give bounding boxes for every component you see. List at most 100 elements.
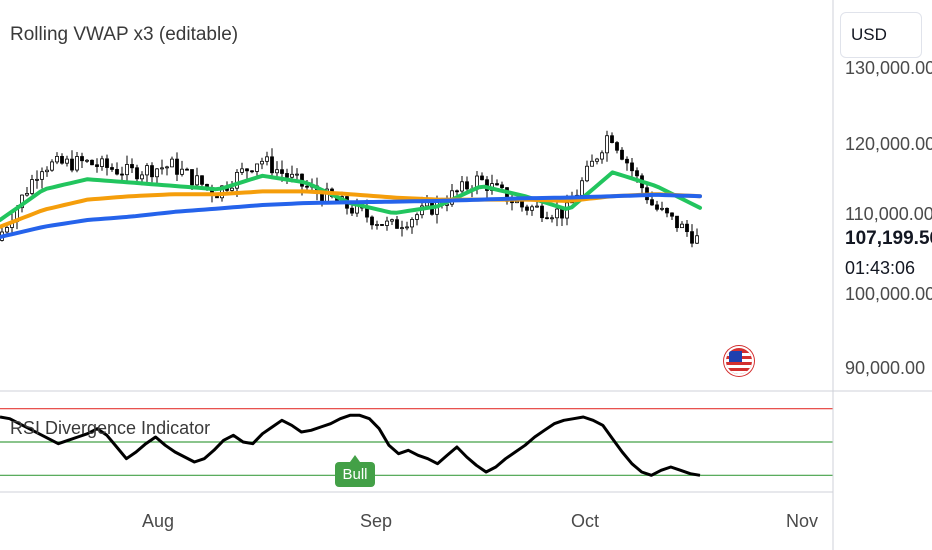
candle-body [625, 158, 629, 164]
candle-body [670, 212, 674, 217]
time-tick-label: Oct [571, 511, 600, 531]
candle-body [220, 185, 224, 199]
candle-body [650, 199, 654, 206]
candle-body [285, 173, 289, 178]
candle-body [585, 165, 589, 182]
candle-body [690, 231, 694, 244]
last-price-label: 107,199.56 [845, 228, 932, 249]
rsi-line[interactable] [0, 413, 701, 477]
candle-body [610, 135, 614, 143]
candle-body [30, 179, 34, 194]
candle-body [120, 173, 124, 176]
candle-body [135, 167, 139, 180]
candle-body [250, 170, 254, 173]
candle-body [200, 175, 204, 185]
candle-body [95, 164, 99, 167]
candle-body [555, 208, 559, 219]
bar-countdown-label: 01:43:06 [845, 258, 916, 278]
candle-body [600, 152, 604, 160]
candle-body [405, 226, 409, 229]
candle-body [500, 184, 504, 189]
time-tick-label: Aug [142, 511, 175, 531]
candle-body [655, 204, 659, 210]
candle-body [595, 158, 599, 162]
bull-pointer-icon [350, 455, 360, 462]
candle-body [50, 161, 54, 171]
candle-body [615, 142, 619, 151]
price-tick-label: 120,000.00 [845, 134, 932, 154]
bull-signal-badge: Bull [335, 462, 375, 487]
candle-body [385, 220, 389, 226]
candle-body [165, 166, 169, 169]
candle-body [530, 206, 534, 211]
candle-body [70, 158, 74, 171]
candle-body [235, 171, 239, 189]
candle-body [115, 169, 119, 175]
candle-body [425, 202, 429, 207]
candle-body [260, 160, 264, 165]
candle-body [685, 223, 689, 233]
candle-body [155, 168, 159, 178]
currency-button[interactable]: USD [840, 12, 922, 58]
candle-body [550, 217, 554, 220]
indicator-title[interactable]: Rolling VWAP x3 (editable) [10, 24, 239, 45]
candle-body [240, 168, 244, 173]
price-tick-label: 90,000.00 [845, 358, 926, 378]
candle-body [290, 173, 294, 178]
candle-body [495, 183, 499, 186]
time-tick-label: Sep [360, 511, 393, 531]
candle-body [680, 223, 684, 229]
candle-body [180, 168, 184, 175]
candle-body [245, 168, 249, 172]
candle-body [620, 149, 624, 160]
candle-body [195, 175, 199, 186]
candle-body [110, 167, 114, 170]
price-tick-label: 130,000.00 [845, 58, 932, 78]
candle-body [90, 159, 94, 166]
price-pane[interactable] [0, 130, 702, 248]
candle-body [60, 156, 64, 164]
candle-body [175, 158, 179, 175]
candle-body [455, 190, 459, 193]
vwap-mid-line[interactable] [0, 189, 702, 229]
rsi-indicator-title[interactable]: RSI Divergence Indicator [10, 418, 211, 438]
candle-body [295, 173, 299, 176]
candle-body [100, 158, 104, 167]
candle-body [465, 181, 469, 190]
candle-body [380, 224, 384, 226]
candle-body [375, 224, 379, 226]
us-flag-icon[interactable] [724, 346, 754, 376]
candle-body [365, 207, 369, 218]
candle-body [145, 165, 149, 176]
candle-body [545, 217, 549, 220]
candle-body [480, 175, 484, 181]
candle-body [280, 169, 284, 174]
candle-body [190, 169, 194, 186]
candle-body [140, 174, 144, 180]
candle-body [275, 169, 279, 174]
candle-body [25, 193, 29, 196]
rsi-pane[interactable] [0, 408, 833, 477]
candle-body [395, 219, 399, 229]
candle-body [460, 181, 464, 192]
candle-body [150, 165, 154, 178]
candle-body [40, 171, 44, 180]
candle-body [105, 158, 109, 168]
candle-body [630, 162, 634, 172]
candle-body [125, 164, 129, 176]
candle-body [390, 219, 394, 222]
vwap-slow-line[interactable] [0, 192, 702, 239]
candle-body [255, 163, 259, 172]
candle-body [45, 169, 49, 173]
candle-body [350, 207, 354, 214]
candle-body [75, 156, 79, 171]
candle-body [520, 201, 524, 208]
candle-body [320, 192, 324, 203]
candle-body [305, 185, 309, 188]
candle-body [635, 170, 639, 177]
candle-body [270, 156, 274, 174]
candle-body [170, 158, 174, 168]
candle-body [130, 164, 134, 169]
candle-body [265, 156, 269, 162]
